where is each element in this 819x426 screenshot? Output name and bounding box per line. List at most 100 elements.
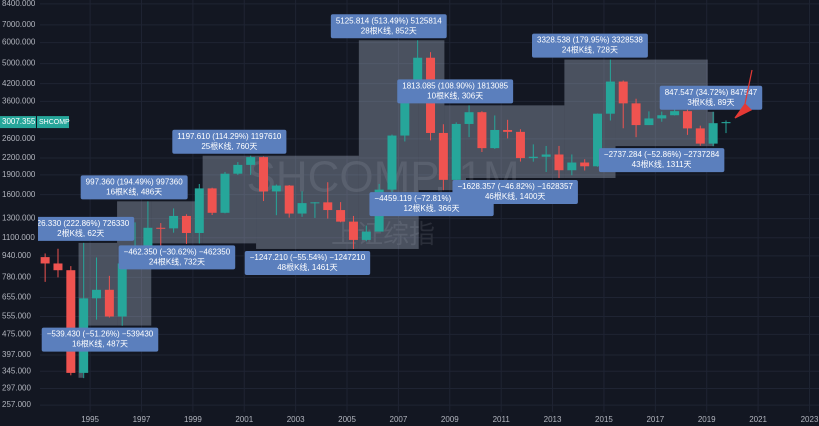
label-detail: 24根K线, 728天 [562, 45, 618, 55]
label-detail: 48根K线, 1461天 [277, 262, 337, 272]
candle-body [53, 263, 63, 271]
y-axis: 8400.000 7000.000 6000.000 5000.000 4200.000… [0, 0, 38, 412]
measure-box [256, 155, 359, 249]
symbol-tag [37, 116, 69, 129]
x-tick-label: 2023 [801, 415, 819, 424]
label-text: 997.360 (194.49%) 997360 [86, 177, 184, 186]
y-tick-label: 8400.000 [2, 0, 36, 8]
label-background [244, 250, 371, 275]
candle-body [233, 164, 243, 174]
candle-body [670, 111, 680, 116]
label-text: −539.430 (−51.26%) −539430 [47, 330, 154, 339]
candle-body [477, 112, 487, 149]
y-tick-label: 1100.000 [2, 233, 35, 242]
y-tick-label: 1300.000 [2, 214, 36, 223]
y-tick-label: 780.000 [2, 272, 31, 281]
candle-body [207, 188, 217, 213]
y-tick-label: 655.000 [2, 293, 31, 302]
y-tick-label: 3600.000 [2, 96, 36, 105]
y-tick-label: 297.000 [2, 384, 31, 393]
symbol-tag-label: SHCOMP [39, 119, 70, 126]
candle-body [708, 123, 718, 144]
label-text: 3328.538 (179.95%) 3328538 [537, 36, 643, 45]
x-tick-label: 2009 [441, 415, 459, 424]
candle-body [528, 156, 538, 159]
label-text: 726.330 (222.86%) 726330 [32, 219, 130, 228]
candle-body [618, 81, 628, 104]
candle-body [593, 113, 603, 167]
label-background [598, 148, 725, 173]
x-axis: 1995 1997 1999 2001 2003 2005 2007 2009 2011 2013… [81, 415, 819, 424]
candle-body [104, 289, 114, 317]
candle-body [541, 154, 551, 157]
x-tick-label: 2011 [493, 415, 511, 424]
label-detail: 46根K线, 1400天 [485, 191, 545, 201]
y-tick-label: 2200.000 [2, 153, 36, 162]
candle-body [387, 135, 397, 190]
label-text: 1197.610 (114.29%) 1197610 [177, 132, 282, 141]
y-tick-label: 555.000 [2, 312, 31, 321]
x-tick-label: 2007 [390, 415, 408, 424]
candle-body [490, 129, 500, 149]
candle-body [297, 203, 307, 214]
label-background [41, 327, 159, 352]
candle-body [156, 227, 166, 229]
label-detail: 3根K线, 89天 [687, 97, 734, 107]
candle-body [413, 57, 423, 95]
y-tick-label: 257.000 [2, 400, 31, 409]
candle-body [464, 112, 474, 124]
y-tick-label: 2600.000 [2, 134, 36, 143]
candle-body [271, 185, 281, 192]
label-detail: 16根K线, 487天 [72, 339, 128, 349]
axis-panel [0, 0, 38, 412]
y-tick-label: 4200.000 [2, 79, 36, 88]
y-tick-label: 397.000 [2, 350, 31, 359]
label-detail: 10根K线, 306天 [427, 90, 483, 100]
y-tick-label: 1600.000 [2, 190, 36, 199]
x-tick-label: 2015 [595, 415, 613, 424]
candle-body [194, 188, 204, 233]
candle-body [515, 131, 525, 159]
label-background [330, 14, 447, 39]
label-detail: 28根K线, 852天 [361, 25, 417, 35]
price-tag [0, 116, 36, 129]
price-tag-label: 3007.355 [2, 117, 36, 126]
candle-body [284, 185, 294, 214]
x-tick-label: 2005 [338, 415, 356, 424]
candle-body [657, 115, 667, 119]
candle-body [631, 103, 641, 126]
candle-body [169, 215, 179, 229]
candle-body [682, 111, 692, 129]
label-background [118, 245, 236, 270]
label-background [452, 180, 578, 205]
y-tick-label: 7000.000 [2, 20, 36, 29]
label-detail: 2根K线, 62天 [57, 228, 104, 238]
candle-body [438, 132, 448, 180]
candle-body [181, 215, 191, 233]
y-tick-label: 345.000 [2, 366, 31, 375]
label-text: −2737.284 (−52.86%) −2737284 [604, 150, 720, 159]
candle-body [361, 231, 371, 240]
label-text: −1247.210 (−55.54%) −1247210 [250, 253, 366, 262]
label-text: 5125.814 (513.49%) 5125814 [336, 16, 442, 25]
candle-body [143, 227, 153, 259]
label-background [532, 33, 648, 58]
candle-body [310, 202, 320, 204]
label-background [80, 175, 188, 200]
candle-body [695, 128, 705, 144]
candle-body [605, 81, 615, 114]
candle-body [400, 94, 410, 136]
label-detail: 24根K线, 732天 [149, 256, 205, 266]
candle-body [503, 129, 513, 132]
x-tick-label: 2019 [698, 415, 716, 424]
label-detail: 43根K线, 1311天 [632, 159, 692, 169]
